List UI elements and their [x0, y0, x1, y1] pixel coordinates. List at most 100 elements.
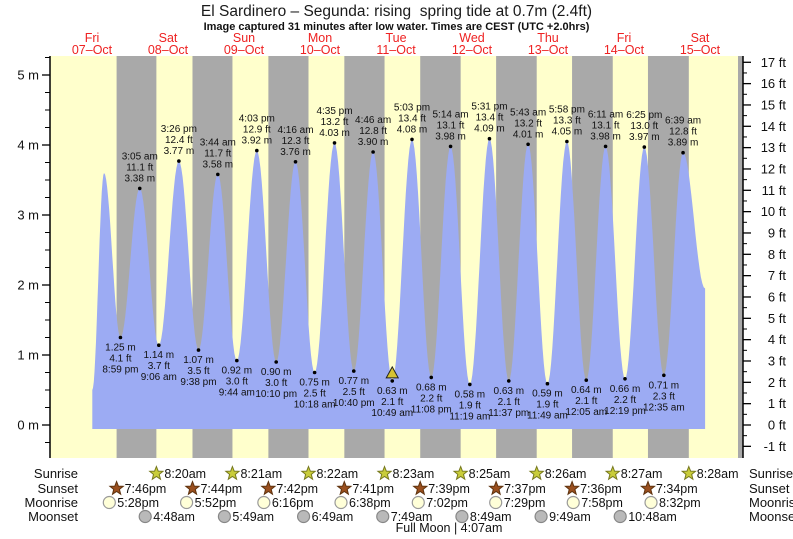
high-tide-dot	[293, 160, 298, 164]
low-tide-dot	[312, 370, 317, 375]
axis-tick-label: 9 ft	[768, 225, 786, 240]
low-tide-feet: 3.7 ft	[148, 361, 170, 372]
moonset-icon	[534, 509, 548, 524]
moonrise-icon	[334, 495, 348, 510]
astro-row-label-left: Sunset	[38, 481, 79, 496]
axis-tick-label: 5 m	[17, 68, 39, 83]
sunset-icon	[108, 480, 125, 496]
low-tide-dot	[390, 379, 395, 383]
axis-tick-label: 16 ft	[761, 76, 787, 91]
day-label: Mon	[308, 31, 332, 45]
low-tide-meters: 1.07 m	[183, 355, 214, 366]
low-tide-meters: 0.64 m	[571, 385, 602, 396]
sunset-time: 7:46pm	[125, 482, 167, 496]
axis-tick-label: 4 ft	[768, 332, 786, 347]
low-tide-feet: 2.2 ft	[614, 395, 636, 406]
axis-tick-label: 7 ft	[768, 268, 786, 283]
high-tide-time: 4:03 pm	[239, 114, 275, 125]
night-band	[738, 56, 743, 458]
low-tide-dot	[584, 378, 589, 383]
astro-row-label-right: Moonrise	[749, 495, 793, 510]
day-date-label: 08–Oct	[148, 43, 189, 57]
high-tide-meters: 3.77 m	[164, 146, 195, 157]
high-tide-dot	[603, 144, 608, 149]
axis-tick-label: 17 ft	[761, 55, 787, 70]
low-tide-meters: 0.63 m	[377, 386, 408, 397]
day-label: Fri	[617, 31, 632, 45]
day-date-label: 15–Oct	[680, 43, 721, 57]
low-tide-meters: 0.63 m	[493, 386, 524, 397]
high-tide-time: 6:11 am	[588, 109, 623, 120]
high-tide-dot	[526, 142, 530, 147]
sunset-icon	[412, 480, 429, 496]
high-tide-feet: 13.1 ft	[437, 120, 465, 131]
moonset-time: 9:49am	[549, 510, 591, 524]
astro-row-label-right: Sunset	[749, 481, 790, 496]
high-tide-meters: 3.58 m	[203, 159, 234, 170]
sunrise-icon	[300, 465, 317, 481]
high-tide-feet: 13.1 ft	[592, 120, 620, 131]
high-tide-meters: 3.76 m	[280, 147, 311, 158]
low-tide-feet: 1.9 ft	[459, 400, 481, 411]
moonrise-icon	[566, 495, 580, 510]
high-tide-feet: 12.8 ft	[669, 127, 697, 138]
low-tide-dot	[235, 358, 239, 363]
axis-tick-label: 2 m	[17, 278, 39, 293]
sunset-icon	[184, 480, 201, 496]
low-tide-feet: 3.5 ft	[187, 366, 209, 377]
high-tide-meters: 3.38 m	[124, 173, 155, 184]
low-tide-dot	[623, 377, 627, 381]
axis-tick-label: 6 ft	[768, 289, 786, 304]
moonrise-icon	[179, 495, 194, 510]
high-tide-time: 3:05 am	[122, 151, 158, 162]
low-tide-time: 11:19 am	[449, 411, 490, 422]
day-label: Thu	[537, 31, 559, 45]
sunrise-time: 8:27am	[621, 467, 663, 481]
low-tide-time: 11:08 pm	[411, 404, 452, 415]
sunset-icon	[564, 480, 581, 496]
astro-row-label-left: Moonset	[28, 509, 78, 524]
axis-tick-label: 2 ft	[768, 375, 786, 390]
moonset-time: 6:49am	[312, 510, 354, 524]
low-tide-meters: 0.59 m	[532, 389, 563, 400]
low-tide-meters: 0.71 m	[649, 380, 680, 391]
high-tide-dot	[642, 145, 647, 149]
low-tide-time: 10:18 am	[294, 400, 336, 411]
day-date-label: 09–Oct	[224, 43, 265, 57]
high-tide-feet: 13.2 ft	[514, 118, 542, 129]
day-date-label: 14–Oct	[604, 43, 645, 57]
low-tide-meters: 1.14 m	[144, 350, 175, 361]
low-tide-feet: 2.1 ft	[498, 397, 520, 408]
low-tide-dot	[662, 373, 666, 378]
high-tide-time: 5:31 pm	[471, 102, 507, 113]
high-tide-time: 3:44 am	[200, 137, 236, 148]
low-tide-time: 12:19 pm	[604, 406, 646, 417]
moonrise-time: 7:58pm	[581, 496, 623, 510]
day-date-label: 07–Oct	[72, 43, 113, 57]
day-label: Wed	[459, 31, 485, 45]
low-tide-feet: 2.5 ft	[303, 389, 325, 400]
moonset-icon	[296, 509, 311, 524]
moonset-time: 7:49am	[391, 510, 433, 524]
high-tide-dot	[216, 172, 220, 177]
tide-curve	[92, 138, 706, 429]
low-tide-meters: 0.90 m	[261, 367, 292, 378]
day-label: Tue	[385, 31, 406, 45]
current-tide-marker-icon	[385, 365, 400, 379]
high-tide-time: 4:16 am	[277, 125, 313, 136]
moonrise-icon	[489, 495, 503, 510]
low-tide-dot	[545, 381, 550, 386]
sunset-icon	[336, 480, 353, 496]
high-tide-feet: 13.4 ft	[476, 113, 504, 124]
low-tide-dot	[157, 343, 161, 348]
high-tide-meters: 3.98 m	[590, 131, 621, 142]
moonset-time: 4:48am	[153, 510, 195, 524]
moonrise-icon	[644, 495, 658, 510]
axis-tick-label: 3 m	[17, 208, 39, 223]
high-tide-dot	[371, 150, 375, 154]
day-date-label: 12–Oct	[452, 43, 493, 57]
high-tide-time: 5:43 am	[510, 107, 546, 118]
astro-row-label-right: Moonset	[749, 509, 793, 524]
low-tide-dot	[429, 375, 434, 380]
